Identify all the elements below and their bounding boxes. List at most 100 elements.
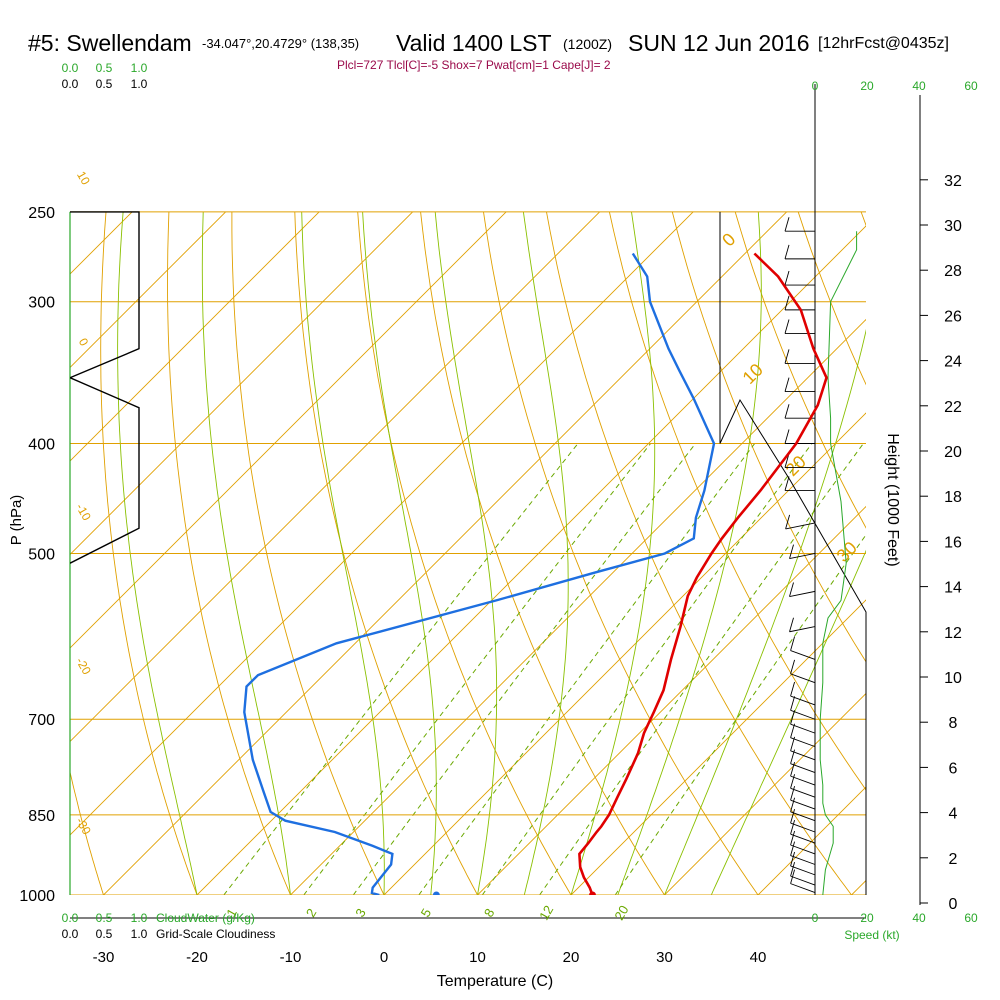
wind-barb-feather (784, 377, 790, 392)
wind-barb (790, 737, 816, 748)
wind-barb-feather (790, 762, 796, 777)
dry-adiabat-line (671, 211, 866, 663)
cloud-water-scale-label: 0.0 (62, 911, 79, 925)
height-tick-label: 30 (944, 218, 962, 235)
wind-barb-feather (790, 830, 796, 846)
wind-barb (790, 865, 816, 876)
dry-adiabat-label: -20 (73, 655, 94, 677)
wind-barb-feather (790, 749, 796, 764)
wind-barb (790, 875, 816, 886)
wind-speed-line (819, 231, 858, 895)
wind-barb (790, 844, 816, 855)
wind-barb-feather (790, 681, 796, 697)
wind-barb (789, 553, 816, 560)
cloudiness-scale-label: 0.5 (96, 927, 113, 941)
height-tick-label: 24 (944, 354, 962, 371)
pressure-tick-label: 400 (28, 436, 55, 453)
isotherm-line (70, 211, 226, 369)
mixing-ratio-label: 20 (611, 903, 631, 923)
height-axis-title: Height (1000 Feet) (884, 433, 901, 566)
dry-adiabat-label: -10 (73, 501, 94, 523)
wind-barb-feather (790, 862, 796, 877)
dry-adiabat-line (100, 211, 198, 895)
zulu-time: (1200Z) (563, 36, 613, 52)
moist-adiabat-line (301, 211, 385, 895)
mixing-ratio-label: 12 (536, 903, 556, 923)
height-tick-label: 32 (944, 173, 962, 190)
height-tick-label: 14 (944, 580, 962, 597)
pressure-tick-label: 250 (28, 205, 55, 222)
upper-right-boundary-line (719, 398, 867, 895)
wind-barb-feather (784, 319, 790, 334)
cloud-water-scale-label: 1.0 (131, 61, 148, 75)
pressure-tick-label: 300 (28, 295, 55, 312)
wind-barb-feather (790, 636, 796, 651)
speed-scale-label: 60 (964, 79, 978, 93)
wind-barb-feather (790, 797, 796, 812)
wind-barb (790, 723, 816, 734)
y-axis-title: P (hPa) (8, 495, 25, 546)
station-title: #5: Swellendam (28, 30, 192, 56)
temperature-tick-label: 0 (380, 949, 388, 966)
height-tick-label: 26 (944, 308, 962, 325)
mixing-ratio-line (481, 443, 813, 895)
isotherm-line (70, 211, 320, 462)
wind-barb-feather (790, 820, 796, 835)
moist-adiabat-line (570, 211, 656, 895)
temperature-tick-label: 40 (750, 949, 767, 966)
wind-barb-feather (790, 723, 796, 738)
wind-barb-feather (790, 659, 796, 674)
height-tick-label: 0 (949, 896, 958, 913)
moist-adiabat-line (522, 211, 569, 895)
cloudiness-scale-label: 0.0 (62, 77, 79, 91)
cloudiness-scale-label: 1.0 (131, 927, 148, 941)
wind-barb (790, 811, 816, 822)
wind-barb-feather (790, 869, 796, 884)
wind-barb-feather (784, 476, 790, 491)
height-tick-label: 18 (944, 489, 962, 506)
wind-barb (790, 787, 816, 798)
speed-axis-title: Speed (kt) (844, 928, 899, 942)
temperature-tick-label: 10 (469, 949, 486, 966)
height-tick-label: 4 (949, 806, 958, 823)
wind-barb-feather (790, 710, 796, 725)
wind-barb (790, 650, 816, 660)
wind-barb-feather (785, 514, 791, 530)
wind-barb (790, 883, 816, 893)
speed-scale-label: 20 (860, 79, 874, 93)
wind-barb-feather (790, 786, 796, 801)
dry-adiabat-line (924, 212, 1000, 895)
wind-barb (790, 673, 816, 684)
cloud-water-scale-label: 0.5 (96, 911, 113, 925)
height-tick-label: 20 (944, 444, 962, 461)
x-axis-title: Temperature (C) (437, 973, 553, 990)
wind-barb-feather (784, 244, 790, 259)
surface-dewpoint-marker (432, 891, 440, 895)
isotherm-line (664, 692, 866, 895)
wind-barb-feather (790, 774, 796, 789)
wind-barb-feather (784, 429, 790, 444)
height-tick-label: 12 (944, 625, 962, 642)
mixing-ratio-line (303, 443, 651, 895)
dry-adiabat-label: 10 (74, 169, 93, 188)
speed-scale-label: 20 (860, 911, 874, 925)
temperature-profile-line (578, 252, 828, 895)
isotherm-label: 0 (718, 229, 739, 250)
cloud-water-scale-label: 0.0 (62, 61, 79, 75)
pressure-tick-label: 850 (28, 808, 55, 825)
wind-barb-feather (789, 582, 794, 597)
wind-barb (785, 522, 816, 530)
wind-barb-feather (789, 617, 794, 632)
wind-barb (790, 763, 816, 773)
pressure-tick-label: 500 (28, 546, 55, 563)
temperature-tick-label: -10 (280, 949, 302, 966)
wind-barb-feather (784, 349, 790, 364)
speed-scale-label: 0 (812, 79, 819, 93)
wind-barb-feather (784, 217, 790, 232)
speed-scale-label: 40 (912, 79, 926, 93)
wind-barb (790, 799, 816, 810)
wind-barb-feather (789, 544, 794, 559)
wind-barb (789, 626, 816, 633)
dry-adiabat-line (608, 211, 866, 791)
